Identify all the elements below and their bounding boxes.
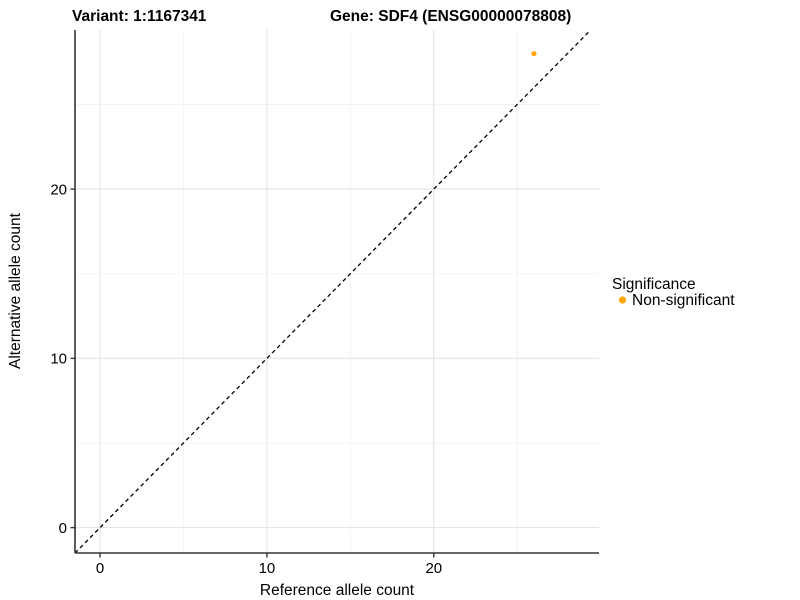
x-tick-label: 20 xyxy=(425,560,442,577)
minor-gridlines xyxy=(75,30,599,553)
plot-title-gene: Gene: SDF4 (ENSG00000078808) xyxy=(330,8,571,25)
plot-title-variant: Variant: 1:1167341 xyxy=(72,8,207,25)
y-tick-label: 10 xyxy=(50,351,67,368)
legend-key-dot-icon xyxy=(618,296,627,304)
tick-labels: 0 10 20 0 10 20 xyxy=(50,181,442,577)
identity-line xyxy=(74,29,592,554)
major-gridlines xyxy=(75,30,599,553)
data-point xyxy=(531,51,537,57)
x-tick-label: 10 xyxy=(259,560,276,577)
x-axis-label: Reference allele count xyxy=(260,582,415,599)
y-tick-label: 20 xyxy=(50,181,67,198)
x-tick-label: 0 xyxy=(96,560,104,577)
legend: Significance Non-significant xyxy=(612,276,735,309)
tick-marks xyxy=(70,188,435,558)
legend-title: Significance xyxy=(612,276,696,293)
y-axis-label: Alternative allele count xyxy=(7,212,24,369)
y-tick-label: 0 xyxy=(59,520,67,537)
identity-dashed-line xyxy=(74,29,592,554)
legend-item-label: Non-significant xyxy=(632,292,735,309)
data-points xyxy=(531,51,537,57)
axis-lines xyxy=(74,30,599,554)
